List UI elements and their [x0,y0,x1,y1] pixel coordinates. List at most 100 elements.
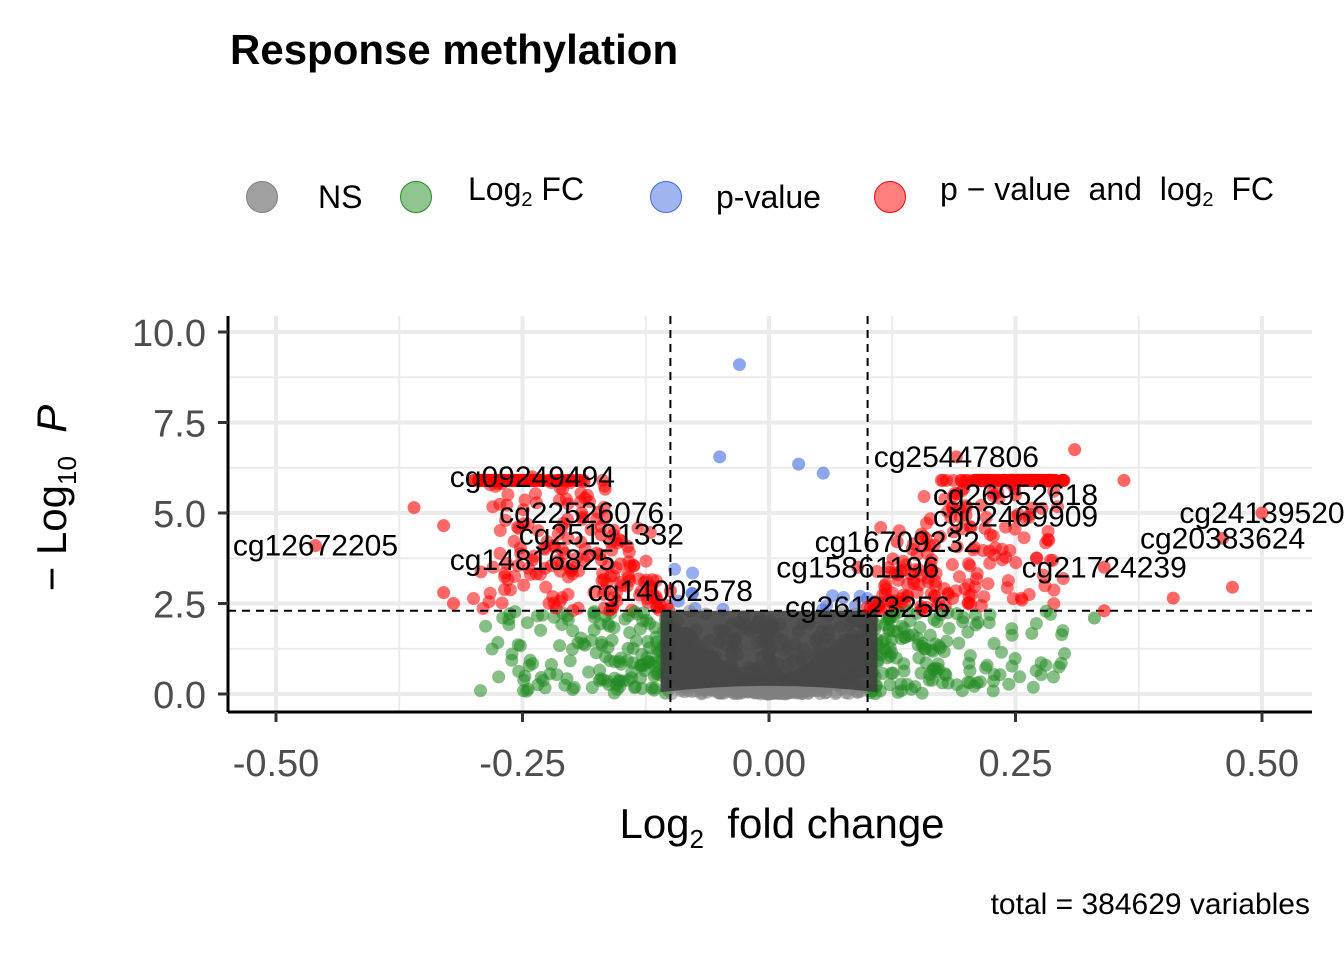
cloud-point [918,641,932,655]
y-axis-title-text: − Log10 P [28,405,82,592]
point-label: cg25447806 [874,441,1039,474]
cloud-point [485,642,499,656]
cloud-point [482,595,496,609]
cloud-point [1034,473,1048,487]
legend-label-pvalue-and-log2fc: p − value and log2 FC [940,170,1274,211]
cloud-point [498,473,511,487]
cloud-point [514,547,528,560]
data-point [1097,604,1111,618]
legend-item-log2fc: Log2 FC [400,171,584,222]
cloud-point [1034,668,1048,682]
cloud-point [945,558,959,572]
point-label: cg14002578 [588,575,753,608]
cloud-point [948,486,962,500]
cloud-point [607,569,621,583]
cloud-point [764,683,778,697]
cloud-point [467,592,480,605]
cloud-point [1049,473,1063,487]
cloud-point [923,628,937,642]
data-point [713,450,727,464]
cloud-point [896,588,910,602]
cloud-point [923,538,937,552]
cloud-point [686,587,699,601]
cloud-point [934,473,948,487]
cloud-point [1019,473,1033,487]
x-axis-title-sub: 2 [690,824,704,854]
cloud-point [561,570,575,584]
cloud-point [1008,522,1022,536]
cloud-point [557,516,571,530]
labeled-data-point [575,506,589,520]
cloud-point [539,580,553,594]
cloud-point [941,505,954,519]
cloud-point [509,473,523,487]
data-point [446,597,460,610]
cloud-point [967,540,981,554]
point-label: cg24139520 [1179,497,1344,530]
cloud-point [529,487,542,501]
cloud-point [555,557,568,571]
cloud-point [983,544,996,558]
cloud-point [986,684,1000,698]
point-label: cg20383624 [1140,522,1305,555]
cloud-point [567,681,581,694]
cloud-point [992,473,1006,487]
point-label: cg16709232 [815,526,980,559]
cloud-point [907,577,921,590]
cloud-point [1002,677,1016,691]
cloud-point [513,639,527,653]
data-point [792,457,806,471]
labeled-data-point [851,560,865,574]
legend-swatch-log2fc [400,181,432,213]
caption: total = 384629 variables [990,888,1310,921]
data-point [1087,611,1101,625]
cloud-point [614,557,627,571]
cloud-point [829,687,843,701]
y-axis-title-minus: − Log [28,485,75,591]
y-tick-label: 10.0 [132,313,206,355]
cloud-point [987,637,1001,650]
cloud-point [531,524,545,538]
data-point [437,586,451,600]
cloud-point [573,495,587,509]
cloud-point [1005,628,1019,642]
point-label: cg25191332 [519,519,684,552]
cloud-point [602,558,616,572]
y-axis-title-sub: 10 [52,456,82,485]
cloud-point [607,591,621,605]
cloud-point [820,599,834,613]
cloud-point [498,570,512,584]
point-label: cg02469909 [933,501,1098,534]
cloud-point [836,591,850,604]
x-tick-label: -0.25 [479,743,566,785]
cloud-point [507,534,521,548]
cloud-point [633,588,647,602]
cloud-point [900,677,914,691]
cloud-point [1013,670,1027,684]
labeled-data-point [663,584,677,598]
cloud-point [587,585,601,599]
cloud-point [1035,501,1049,515]
cloud-point [641,635,655,649]
legend-swatch-pvalue [650,181,682,213]
cloud-point [474,684,487,698]
labeled-data-point [525,553,539,567]
cloud-point [498,583,512,597]
cloud-point [1017,531,1031,545]
cloud-point [571,473,585,487]
cloud-point [942,621,956,635]
cloud-point [648,681,662,695]
y-tick-label: 2.5 [153,585,206,627]
cloud-point [517,578,531,592]
cloud-point [566,624,580,638]
cloud-point [974,599,988,613]
cloud-point [560,672,574,686]
cloud-point [975,498,988,512]
x-tick-label: -0.50 [233,743,320,785]
cloud-point [590,546,604,560]
cloud-point [571,636,585,650]
cloud-point [932,639,946,653]
cloud-point [479,619,493,633]
cloud-point [882,612,896,626]
cloud-point [486,560,500,574]
